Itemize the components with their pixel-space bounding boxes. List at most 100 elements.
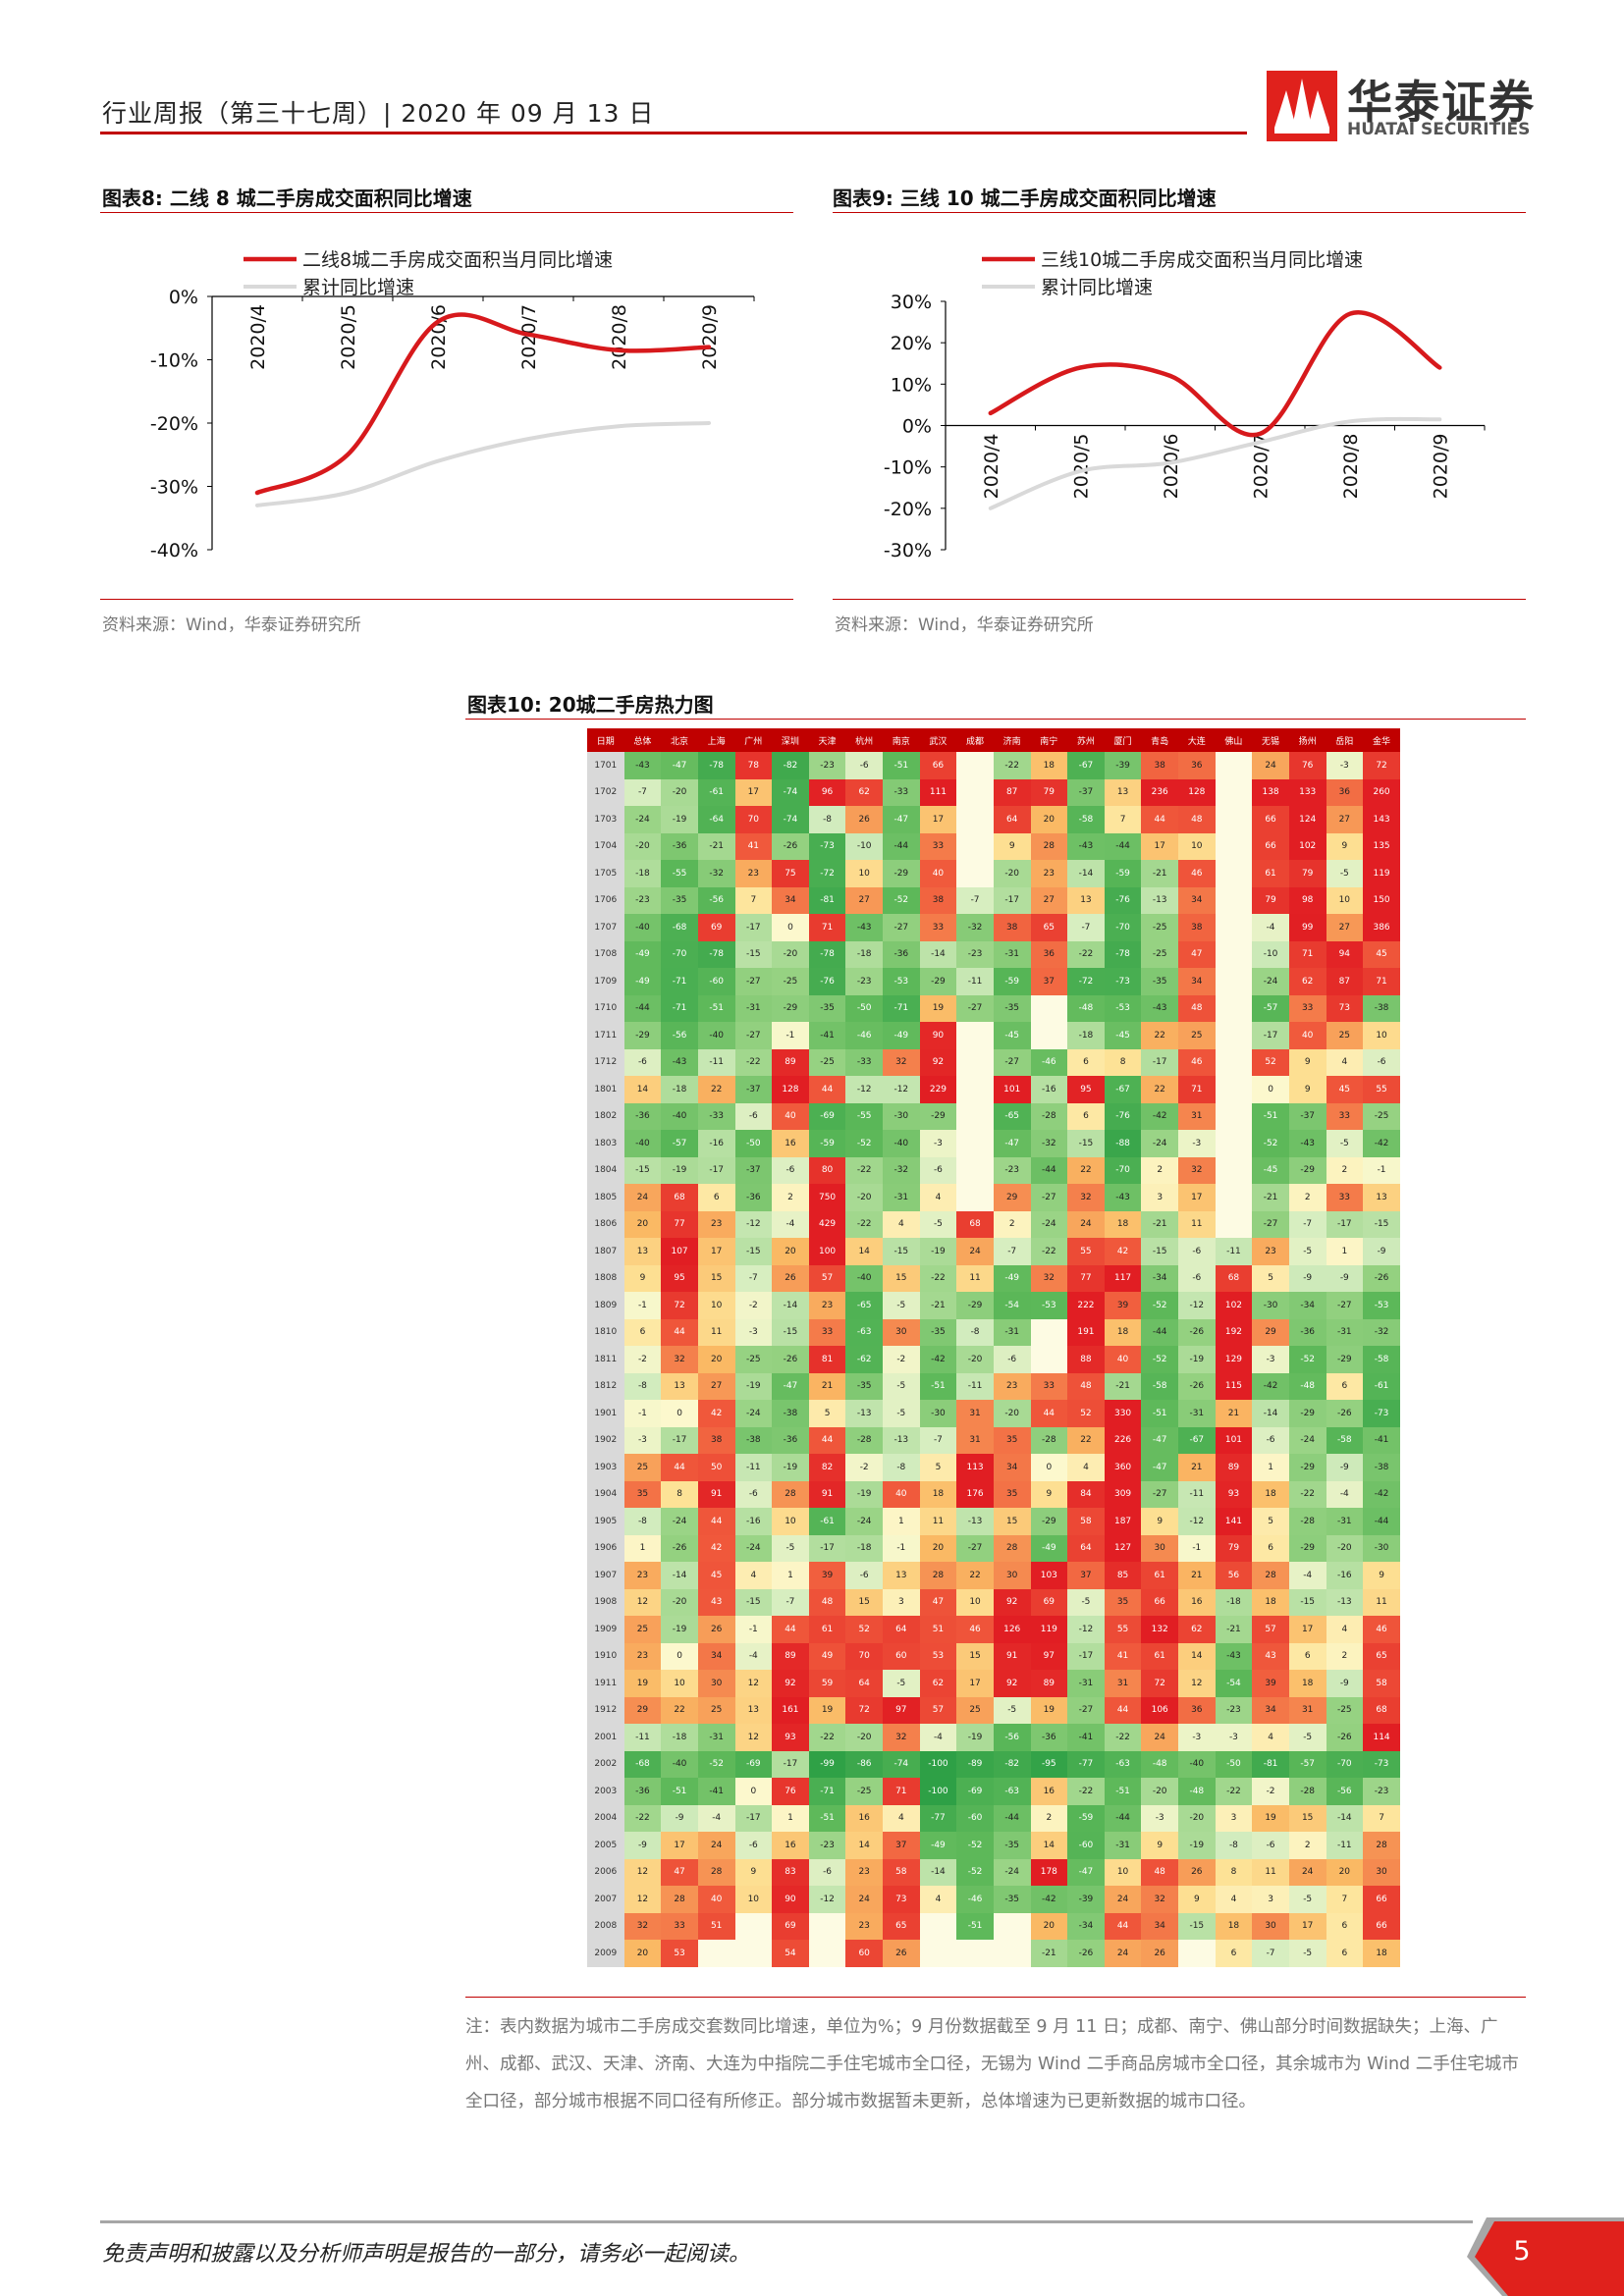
heatmap-cell: 7 xyxy=(1363,1804,1400,1832)
heatmap-cell: 98 xyxy=(1288,886,1326,914)
heatmap-cell: 16 xyxy=(772,1130,809,1157)
heatmap-cell: 13 xyxy=(661,1372,698,1400)
heatmap-cell: 44 xyxy=(808,1426,846,1454)
heatmap-cell: -57 xyxy=(1252,994,1289,1022)
heatmap-cell: 4 xyxy=(1326,1048,1364,1076)
heatmap-cell: 92 xyxy=(772,1670,809,1697)
heatmap-cell: 360 xyxy=(1104,1454,1142,1481)
heatmap-cell: 62 xyxy=(1178,1616,1216,1643)
heatmap-cell: 76 xyxy=(1288,752,1326,779)
heatmap-cell: 17 xyxy=(956,1670,994,1697)
heatmap-cell: 40 xyxy=(772,1102,809,1130)
heatmap-cell: 88 xyxy=(1067,1346,1105,1373)
heatmap-cell: -1 xyxy=(1363,1156,1400,1184)
heatmap-column-header: 厦门 xyxy=(1104,728,1142,752)
heatmap-cell: -51 xyxy=(883,752,920,779)
heatmap-cell: -19 xyxy=(661,1156,698,1184)
heatmap-cell: 9 xyxy=(1288,1076,1326,1103)
heatmap-cell: 24 xyxy=(1288,1858,1326,1886)
fig9-source: 资料来源：Wind，华泰证券研究所 xyxy=(835,615,1094,635)
heatmap-cell: 25 xyxy=(623,1616,662,1643)
heatmap-cell: 60 xyxy=(883,1642,920,1670)
heatmap-row-label: 1807 xyxy=(587,1238,624,1265)
heatmap-cell: 53 xyxy=(661,1940,698,1967)
heatmap-cell: -3 xyxy=(1141,1804,1178,1832)
heatmap-cell: -42 xyxy=(919,1346,957,1373)
heatmap-cell: -51 xyxy=(697,994,735,1022)
heatmap-cell: 41 xyxy=(1104,1642,1142,1670)
heatmap-cell: 10 xyxy=(1326,886,1364,914)
heatmap-cell: -1 xyxy=(623,1400,662,1427)
heatmap-cell: 85 xyxy=(1104,1562,1142,1589)
heatmap-cell: 18 xyxy=(919,1480,957,1508)
heatmap-cell: 83 xyxy=(772,1858,809,1886)
heatmap-cell: -3 xyxy=(734,1318,773,1346)
heatmap-cell: -31 xyxy=(1178,1400,1216,1427)
heatmap-cell: 46 xyxy=(956,1616,994,1643)
heatmap-cell: -29 xyxy=(772,994,809,1022)
heatmap-cell: 32 xyxy=(1141,1886,1178,1913)
heatmap-cell: -14 xyxy=(919,1858,957,1886)
heatmap-cell: -57 xyxy=(1288,1750,1326,1778)
fig8-y-tick-label: -10% xyxy=(150,350,198,372)
heatmap-column-header: 大连 xyxy=(1178,728,1216,752)
heatmap-cell: -27 xyxy=(734,968,773,995)
heatmap-cell: -12 xyxy=(845,1076,883,1103)
heatmap-cell: 132 xyxy=(1141,1616,1178,1643)
heatmap-cell: -70 xyxy=(661,940,698,968)
heatmap-row-label: 1908 xyxy=(587,1588,624,1616)
heatmap-cell: -9 xyxy=(661,1804,698,1832)
heatmap-cell: 4 xyxy=(919,1184,957,1211)
heatmap-row: 1812 -8 13 27 -19 -47 21 -35 -5 -51 -11 23 33 48 -21 -5… xyxy=(587,1372,1400,1400)
heatmap-cell: 24 xyxy=(697,1832,735,1859)
heatmap-cell: -58 xyxy=(1363,1346,1400,1373)
heatmap-cell: 65 xyxy=(883,1912,920,1940)
heatmap-row-label: 1702 xyxy=(587,778,624,806)
heatmap-row-label: 1708 xyxy=(587,940,624,968)
heatmap-cell: 9 xyxy=(1141,1508,1178,1535)
heatmap-cell: 20 xyxy=(1030,1912,1068,1940)
heatmap-cell: 91 xyxy=(808,1480,846,1508)
heatmap-cell: -27 xyxy=(993,1048,1031,1076)
heatmap-cell: 14 xyxy=(623,1076,662,1103)
heatmap-cell: -5 xyxy=(1288,1940,1326,1967)
heatmap-cell: 39 xyxy=(808,1562,846,1589)
heatmap-cell: -12 xyxy=(883,1076,920,1103)
heatmap-cell: -3 xyxy=(1252,1346,1289,1373)
heatmap-cell: -2 xyxy=(734,1292,773,1319)
heatmap-cell: -56 xyxy=(697,886,735,914)
heatmap-cell: 11 xyxy=(1363,1588,1400,1616)
heatmap-cell: 38 xyxy=(993,914,1031,941)
heatmap-cell: 16 xyxy=(845,1804,883,1832)
heatmap-cell: -78 xyxy=(697,752,735,779)
heatmap-cell: -78 xyxy=(1104,940,1142,968)
heatmap-cell: 2 xyxy=(1288,1832,1326,1859)
heatmap-cell: -53 xyxy=(1363,1292,1400,1319)
heatmap-cell: -30 xyxy=(883,1102,920,1130)
heatmap-cell: 102 xyxy=(1215,1292,1253,1319)
heatmap-cell: 89 xyxy=(772,1048,809,1076)
heatmap-cell: 44 xyxy=(772,1616,809,1643)
heatmap-cell: 87 xyxy=(1326,968,1364,995)
heatmap-cell xyxy=(1215,778,1253,806)
heatmap-cell: 3 xyxy=(1215,1804,1253,1832)
heatmap-cell: 2 xyxy=(1326,1642,1364,1670)
heatmap-cell: 13 xyxy=(1067,886,1105,914)
heatmap-cell: -43 xyxy=(1104,1184,1142,1211)
heatmap-cell: -2 xyxy=(845,1454,883,1481)
heatmap-cell: -7 xyxy=(772,1588,809,1616)
heatmap-cell: -32 xyxy=(697,860,735,887)
heatmap-row-label: 1806 xyxy=(587,1210,624,1238)
heatmap-cell: -73 xyxy=(808,832,846,860)
heatmap-cell: 46 xyxy=(1178,860,1216,887)
heatmap-cell xyxy=(697,1940,735,1967)
heatmap-cell: 70 xyxy=(845,1642,883,1670)
heatmap-cell: 1 xyxy=(623,1534,662,1562)
heatmap-cell: -60 xyxy=(1067,1832,1105,1859)
heatmap-cell: 39 xyxy=(1252,1670,1289,1697)
heatmap-cell: 44 xyxy=(1104,1696,1142,1724)
heatmap-cell: 38 xyxy=(1178,914,1216,941)
heatmap-row: 1801 14 -18 22 -37 128 44 -12 -12 229 101 -16 95 -67 2… xyxy=(587,1076,1400,1103)
heatmap-cell: -29 xyxy=(1288,1400,1326,1427)
heatmap-cell: -52 xyxy=(845,1130,883,1157)
